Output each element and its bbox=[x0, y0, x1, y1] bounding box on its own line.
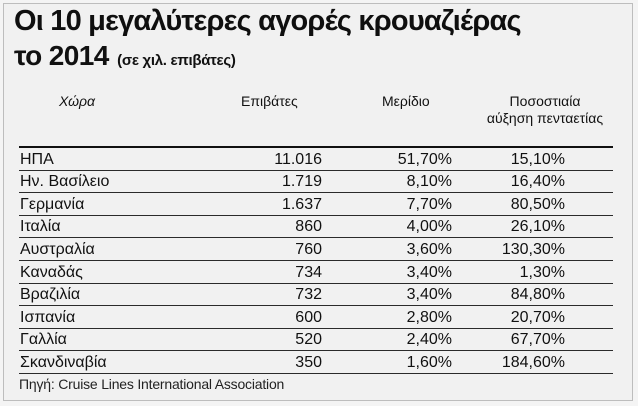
header-passengers: Επιβάτες bbox=[241, 93, 298, 109]
table-row: Ιταλία 860 4,00% 26,10% bbox=[19, 216, 613, 239]
data-table: ΗΠΑ 11.016 51,70% 15,10% Ην. Βασίλειο 1.719 8,… bbox=[19, 146, 613, 374]
country-cell: Καναδάς bbox=[20, 263, 83, 281]
header-growth: Ποσοστιαία αύξηση πενταετίας bbox=[481, 93, 609, 127]
header-share: Μερίδιο bbox=[382, 93, 430, 109]
table-row: Σκανδιναβία 350 1,60% 184,60% bbox=[19, 351, 613, 374]
passengers-cell: 760 bbox=[295, 240, 322, 258]
title-year: το 2014 bbox=[14, 40, 109, 71]
table-row: Γερμανία 1.637 7,70% 80,50% bbox=[19, 193, 613, 216]
table-card bbox=[3, 3, 633, 401]
passengers-cell: 350 bbox=[295, 353, 322, 371]
growth-cell: 20,70% bbox=[510, 308, 565, 326]
country-cell: Αυστραλία bbox=[20, 240, 95, 258]
table-row: Αυστραλία 760 3,60% 130,30% bbox=[19, 238, 613, 261]
passengers-cell: 860 bbox=[295, 218, 322, 236]
country-cell: Γερμανία bbox=[20, 195, 85, 213]
growth-cell: 80,50% bbox=[510, 195, 565, 213]
table-row: Βραζιλία 732 3,40% 84,80% bbox=[19, 284, 613, 307]
share-cell: 2,40% bbox=[406, 331, 452, 349]
share-cell: 3,40% bbox=[406, 286, 452, 304]
page-subtitle: το 2014 (σε χιλ. επιβάτες) bbox=[14, 41, 236, 76]
share-cell: 2,80% bbox=[406, 308, 452, 326]
growth-cell: 1,30% bbox=[519, 263, 565, 281]
table-row: ΗΠΑ 11.016 51,70% 15,10% bbox=[19, 146, 613, 171]
header-country: Χώρα bbox=[59, 93, 95, 109]
share-cell: 4,00% bbox=[406, 218, 452, 236]
country-cell: Βραζιλία bbox=[20, 286, 81, 304]
country-cell: Γαλλία bbox=[20, 331, 67, 349]
growth-cell: 26,10% bbox=[510, 218, 565, 236]
country-cell: Ισπανία bbox=[20, 308, 76, 326]
passengers-cell: 600 bbox=[295, 308, 322, 326]
header-growth-line1: Ποσοστιαία bbox=[509, 93, 581, 109]
passengers-cell: 520 bbox=[295, 331, 322, 349]
growth-cell: 15,10% bbox=[510, 150, 565, 168]
table-row: Ισπανία 600 2,80% 20,70% bbox=[19, 306, 613, 329]
table-row: Ην. Βασίλειο 1.719 8,10% 16,40% bbox=[19, 171, 613, 194]
growth-cell: 16,40% bbox=[510, 173, 565, 191]
source-note: Πηγή: Cruise Lines International Associa… bbox=[19, 376, 285, 392]
country-cell: Ην. Βασίλειο bbox=[20, 173, 110, 191]
country-cell: ΗΠΑ bbox=[20, 150, 54, 168]
share-cell: 51,70% bbox=[397, 150, 452, 168]
title-unit-note: (σε χιλ. επιβάτες) bbox=[117, 52, 236, 69]
passengers-cell: 1.637 bbox=[281, 195, 322, 213]
growth-cell: 130,30% bbox=[501, 240, 565, 258]
growth-cell: 67,70% bbox=[510, 331, 565, 349]
table-row: Καναδάς 734 3,40% 1,30% bbox=[19, 261, 613, 284]
passengers-cell: 734 bbox=[295, 263, 322, 281]
share-cell: 1,60% bbox=[406, 353, 452, 371]
passengers-cell: 732 bbox=[295, 286, 322, 304]
share-cell: 3,60% bbox=[406, 240, 452, 258]
growth-cell: 84,80% bbox=[510, 286, 565, 304]
share-cell: 8,10% bbox=[406, 173, 452, 191]
passengers-cell: 1.719 bbox=[281, 173, 322, 191]
share-cell: 3,40% bbox=[406, 263, 452, 281]
header-growth-line2: αύξηση πενταετίας bbox=[486, 110, 604, 126]
country-cell: Ιταλία bbox=[20, 218, 61, 236]
growth-cell: 184,60% bbox=[501, 353, 565, 371]
country-cell: Σκανδιναβία bbox=[20, 353, 107, 371]
passengers-cell: 11.016 bbox=[274, 150, 322, 168]
table-row: Γαλλία 520 2,40% 67,70% bbox=[19, 329, 613, 352]
share-cell: 7,70% bbox=[406, 195, 452, 213]
page-title: Οι 10 μεγαλύτερες αγορές κρουαζιέρας bbox=[14, 5, 522, 37]
